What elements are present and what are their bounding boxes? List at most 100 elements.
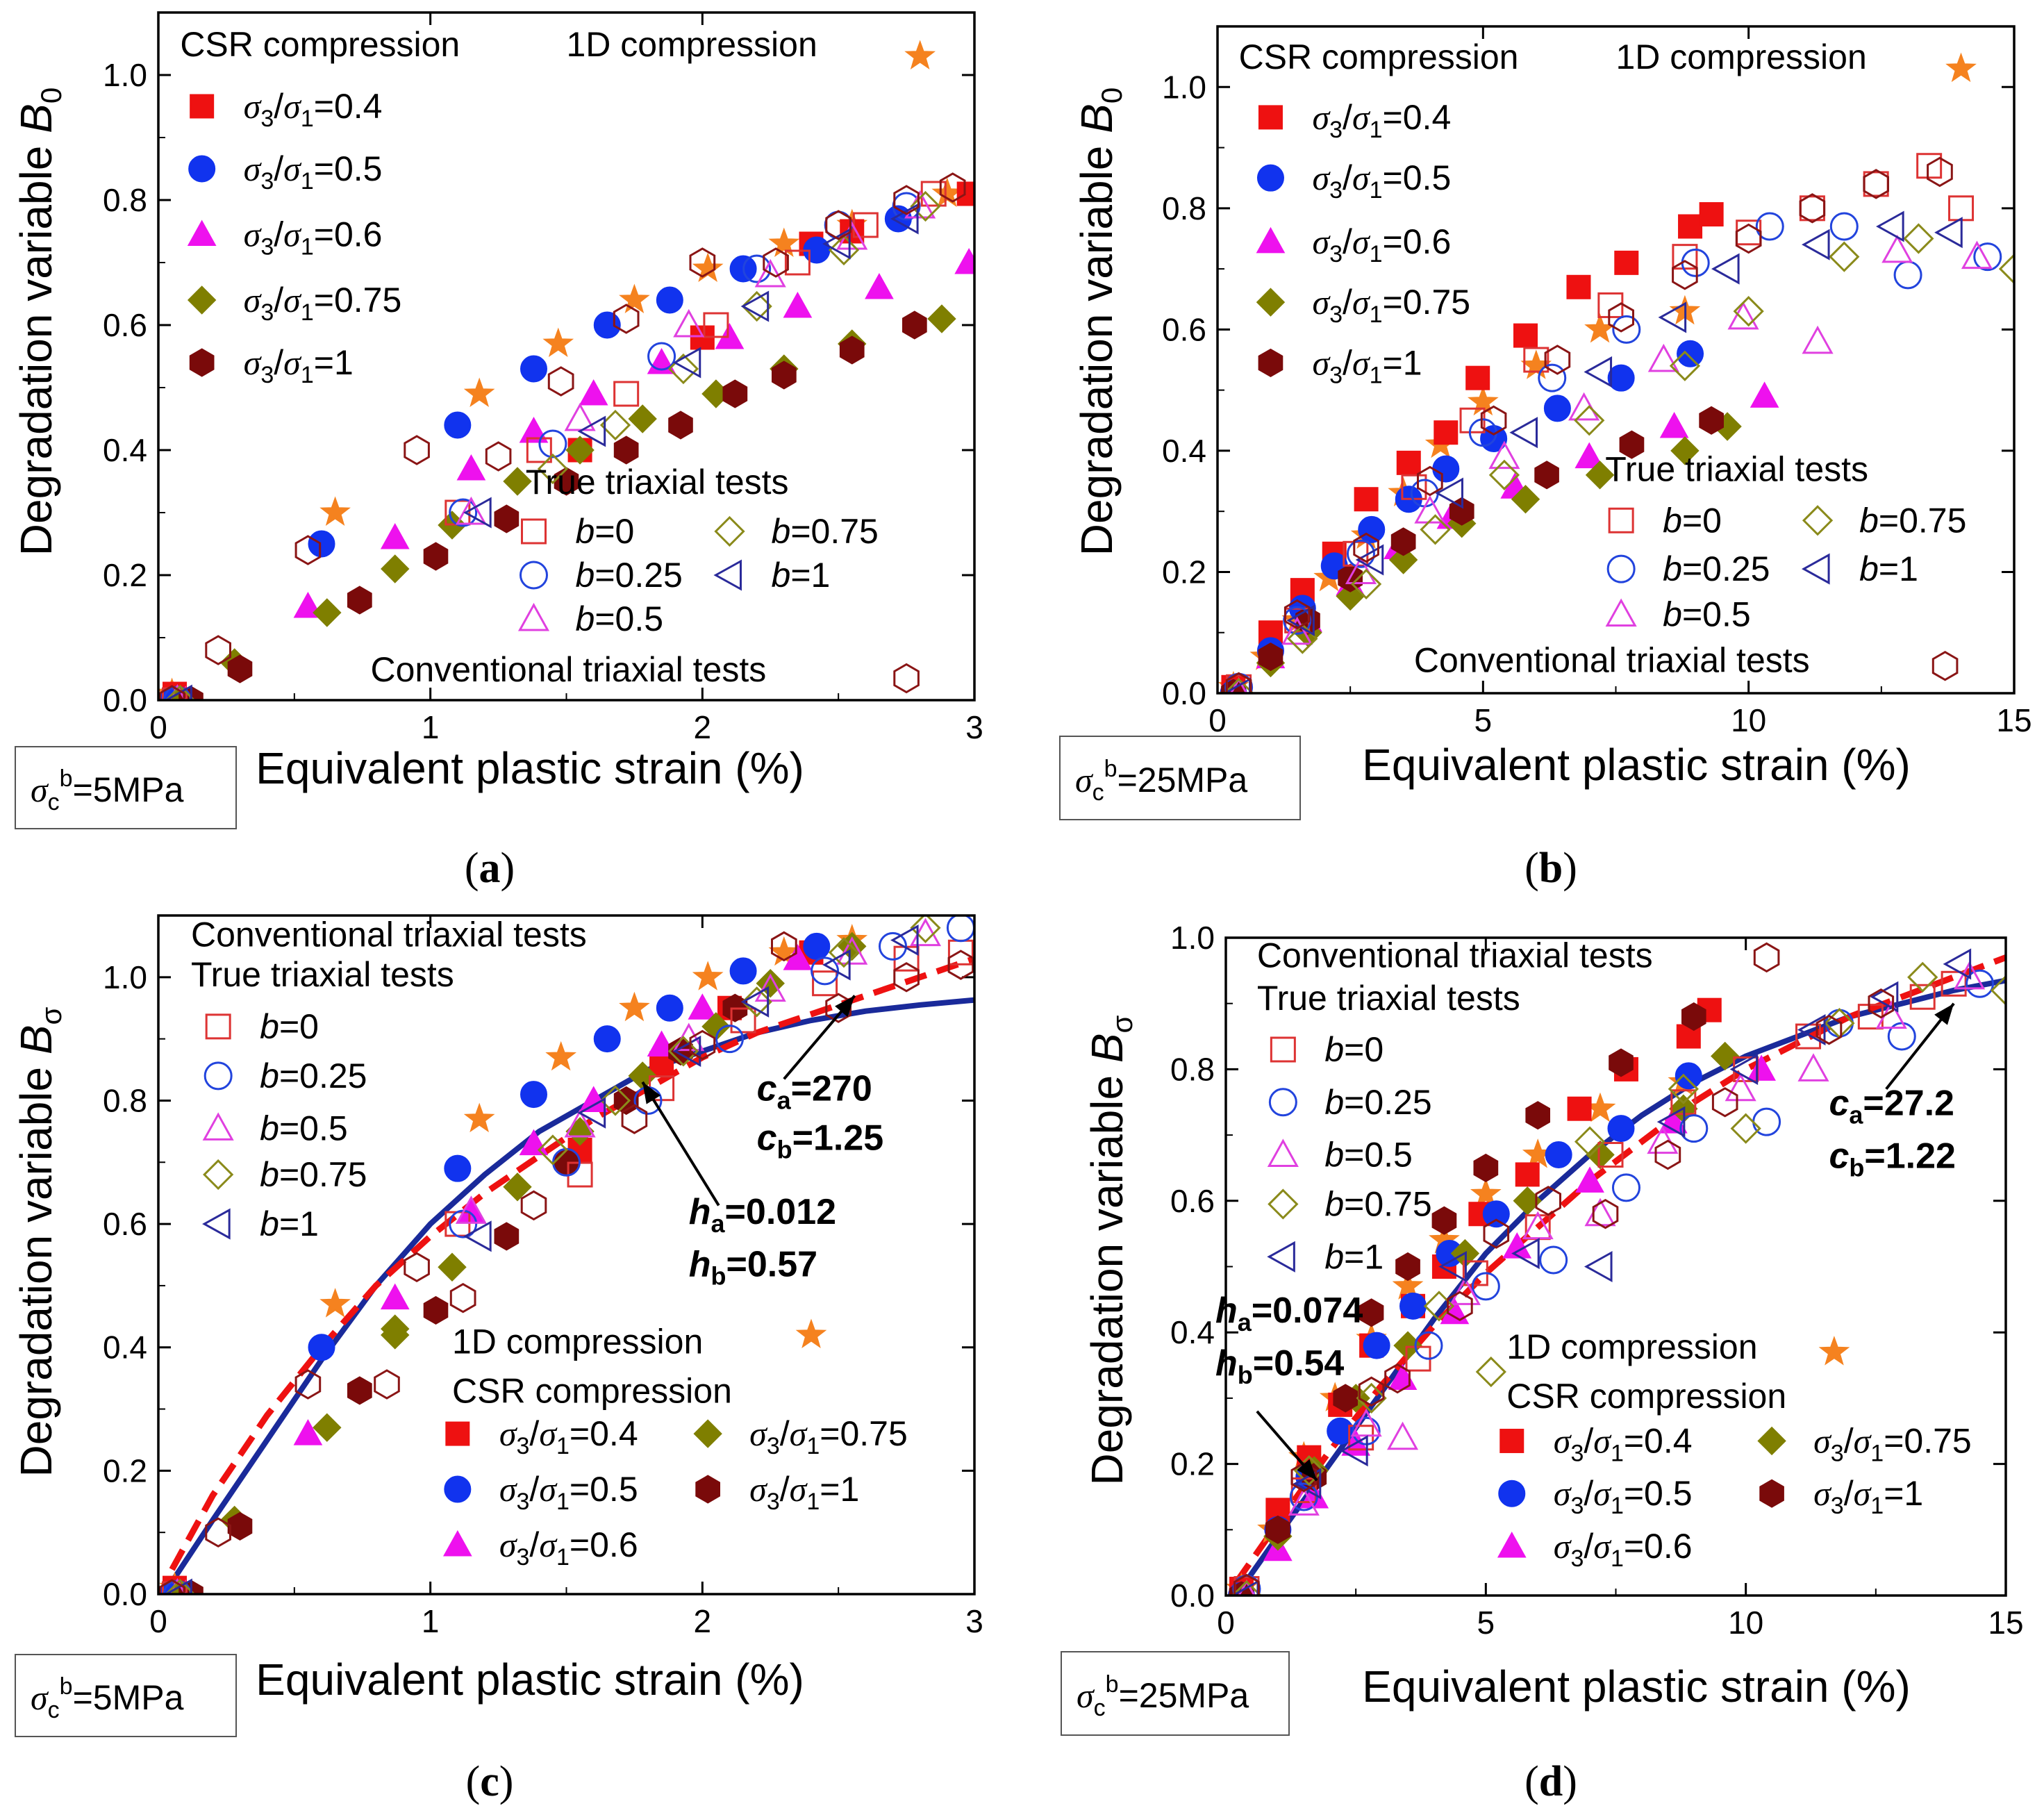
data-point <box>1711 253 1740 285</box>
legend-heading: True triaxial tests <box>1605 450 1868 489</box>
series-b-0.75 <box>165 190 941 700</box>
data-point <box>1283 606 1312 635</box>
data-point <box>613 381 640 407</box>
data-point <box>593 311 621 339</box>
data-point <box>1293 1468 1322 1500</box>
data-point <box>593 1025 621 1053</box>
data-point <box>1909 984 1936 1010</box>
y-tick-label: 0.6 <box>103 307 147 343</box>
legend-label: σ3/σ1=1 <box>749 1470 859 1515</box>
data-point <box>1388 545 1418 574</box>
data-point <box>703 312 729 338</box>
legend-marker <box>1258 105 1283 130</box>
legend-label: b=0 <box>260 1007 319 1046</box>
data-point <box>1730 1113 1761 1144</box>
data-point <box>828 234 860 266</box>
data-point <box>688 993 717 1020</box>
data-point <box>893 962 920 993</box>
data-point <box>892 192 921 221</box>
plot-frame <box>157 11 976 702</box>
data-point <box>463 1102 495 1133</box>
data-point <box>1340 1435 1368 1467</box>
legend-label: b=0.5 <box>1663 595 1751 634</box>
legend-label: b=1 <box>1859 549 1918 588</box>
arrow-head <box>835 995 855 1018</box>
data-point <box>1353 532 1379 563</box>
data-point <box>954 247 974 274</box>
data-point <box>1608 302 1634 333</box>
data-point <box>565 436 595 465</box>
data-point <box>1238 1579 1256 1596</box>
legend-marker <box>205 1013 231 1040</box>
data-point <box>1611 1173 1640 1202</box>
x-tick-label: 3 <box>965 709 983 745</box>
parameter-annotation: ha=0.074 <box>1215 1291 1363 1336</box>
data-point <box>1612 315 1641 344</box>
legend-label: b=0.25 <box>260 1056 367 1095</box>
legend-label: b=0.5 <box>1324 1136 1413 1175</box>
y-tick-label: 0.8 <box>1170 1051 1215 1087</box>
y-tick-label: 0.8 <box>103 182 147 218</box>
series-Conventional <box>1225 156 1953 693</box>
data-point <box>1876 210 1904 242</box>
legend-heading: CSR compression <box>1506 1377 1786 1416</box>
data-point <box>1735 223 1762 254</box>
x-tick-label: 10 <box>1728 1605 1763 1641</box>
data-point <box>449 1282 476 1313</box>
data-point <box>1750 381 1779 408</box>
y-tick-label: 0.8 <box>103 1082 147 1118</box>
data-point <box>520 1081 547 1109</box>
data-point <box>347 586 372 615</box>
data-point <box>1223 677 1254 693</box>
data-point <box>1350 568 1382 600</box>
data-point <box>947 950 974 980</box>
legend-label: b=0.75 <box>260 1155 367 1194</box>
legend-heading: Conventional triaxial tests <box>371 650 767 689</box>
data-point <box>542 327 574 358</box>
legend-marker <box>1270 1036 1296 1063</box>
legend-label: σ3/σ1=0.4 <box>499 1414 638 1459</box>
legend-marker <box>1256 288 1286 317</box>
sigma-box <box>15 746 237 829</box>
series-b-1 <box>1222 210 1963 693</box>
data-point <box>1870 981 1899 1013</box>
data-point <box>1281 616 1313 645</box>
parameter-annotation: hb=0.57 <box>689 1245 817 1291</box>
data-point <box>1225 672 1252 693</box>
sigma-label: σcb=5MPa <box>31 765 184 815</box>
data-point <box>313 598 342 627</box>
data-point <box>1229 677 1248 693</box>
data-point <box>822 228 851 260</box>
data-point <box>444 411 472 439</box>
data-point <box>164 684 192 700</box>
data-point <box>1586 1140 1615 1170</box>
data-point <box>1265 1515 1290 1544</box>
legend-marker <box>189 348 215 377</box>
data-point <box>438 1252 467 1282</box>
data-point <box>621 1104 648 1134</box>
data-point <box>1471 1272 1500 1301</box>
data-point <box>444 1154 472 1182</box>
legend-marker <box>1498 1480 1526 1507</box>
chart-panel-a: 0 1 2 3 0.0 0.2 0.4 0.6 0.8 1.0 CSR compression 1D … <box>11 11 983 892</box>
data-point <box>1233 1573 1260 1596</box>
legend-marker <box>1757 1426 1786 1456</box>
legend-label: σ3/σ1=1 <box>244 343 354 388</box>
data-point <box>1725 1072 1756 1102</box>
legend-heading: True triaxial tests <box>526 463 789 502</box>
data-point <box>1401 474 1427 500</box>
legend-label: b=0.5 <box>576 599 664 638</box>
panel-label: (b) <box>1524 845 1577 892</box>
legend-label: σ3/σ1=0.6 <box>1554 1527 1693 1572</box>
legend-label: σ3/σ1=0.4 <box>1312 98 1451 143</box>
series-b-1 <box>164 924 919 1594</box>
x-axis-label: Equivalent plastic strain (%) <box>256 743 804 793</box>
data-point <box>1568 392 1600 421</box>
panel-label: (d) <box>1524 1758 1577 1805</box>
panel-label: (a) <box>465 845 515 892</box>
data-point <box>1354 487 1379 512</box>
data-point <box>1449 1277 1481 1305</box>
series--3-1-0.4 <box>1221 202 1724 693</box>
data-point <box>1584 356 1613 388</box>
data-point <box>803 932 831 960</box>
